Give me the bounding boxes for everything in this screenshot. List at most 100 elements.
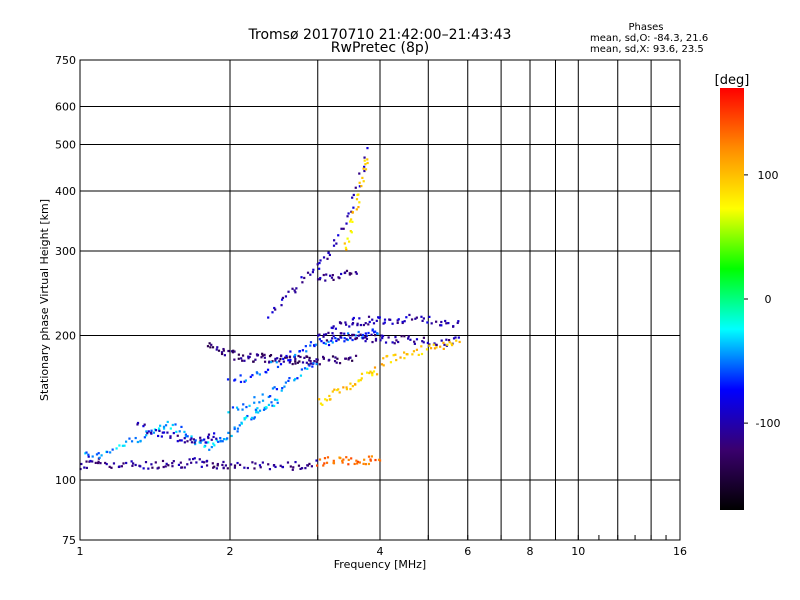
data-point — [358, 461, 361, 464]
data-point — [244, 379, 247, 382]
data-point — [372, 370, 376, 373]
data-point — [411, 353, 414, 356]
data-point — [366, 147, 369, 150]
data-point — [369, 370, 372, 373]
data-point — [298, 360, 301, 363]
data-point — [328, 253, 331, 257]
data-point — [250, 416, 254, 419]
data-point — [413, 340, 416, 343]
data-point — [152, 431, 156, 434]
data-point — [341, 459, 344, 462]
data-point — [222, 347, 225, 351]
data-point — [362, 462, 365, 465]
data-point — [213, 465, 216, 468]
data-point — [162, 425, 166, 428]
data-point — [354, 383, 357, 386]
data-point — [303, 276, 306, 280]
data-point — [232, 349, 235, 352]
data-point — [287, 359, 290, 362]
data-point — [389, 361, 393, 364]
data-point — [332, 461, 335, 465]
data-point — [362, 167, 365, 170]
data-point — [186, 463, 189, 466]
data-point — [344, 246, 348, 249]
data-point — [367, 462, 371, 466]
data-point — [380, 363, 384, 366]
data-point — [183, 437, 186, 440]
data-point — [231, 406, 235, 409]
data-point — [356, 324, 359, 327]
data-point — [264, 370, 267, 374]
data-point — [377, 316, 380, 319]
data-point — [421, 319, 424, 323]
data-point — [231, 351, 235, 354]
data-point — [391, 322, 394, 325]
data-point — [316, 263, 319, 266]
data-point — [384, 341, 388, 344]
data-point — [322, 357, 325, 360]
data-point — [319, 259, 322, 262]
data-point — [138, 464, 141, 467]
data-point — [456, 321, 459, 325]
data-point — [162, 431, 166, 434]
data-point — [261, 354, 264, 357]
data-point — [325, 399, 329, 402]
data-point — [167, 464, 170, 467]
data-point — [360, 372, 364, 375]
data-point — [222, 466, 225, 469]
data-point — [351, 385, 354, 388]
data-point — [358, 317, 361, 320]
data-point — [373, 334, 377, 337]
data-point — [355, 337, 359, 340]
data-point — [174, 423, 177, 426]
phases-x-stats: mean, sd,X: 93.6, 23.5 — [590, 44, 704, 55]
data-point — [371, 374, 374, 377]
data-point — [289, 465, 292, 468]
data-point — [350, 457, 353, 460]
data-point — [195, 461, 198, 464]
data-point — [188, 458, 191, 461]
data-point — [239, 374, 242, 377]
data-point — [337, 234, 340, 237]
data-point — [271, 404, 274, 407]
data-point — [342, 386, 345, 389]
data-point — [172, 431, 175, 435]
data-point — [408, 313, 411, 317]
data-point — [274, 465, 277, 469]
data-point — [332, 459, 335, 462]
data-point — [207, 433, 211, 436]
data-point — [358, 172, 361, 175]
data-point — [123, 444, 126, 447]
data-point — [370, 333, 373, 336]
data-point — [238, 463, 242, 466]
data-point — [253, 467, 256, 470]
data-point — [333, 239, 336, 242]
data-point — [160, 435, 163, 438]
data-point — [415, 338, 419, 341]
data-point — [352, 206, 355, 209]
data-point — [180, 425, 183, 429]
data-point — [374, 330, 377, 333]
data-point — [439, 345, 442, 348]
data-point — [291, 287, 294, 290]
data-point — [362, 180, 365, 183]
data-point — [332, 278, 335, 281]
y-tick-label: 75 — [62, 534, 76, 547]
data-point — [354, 354, 358, 357]
data-point — [136, 440, 139, 444]
data-point — [445, 338, 448, 341]
data-point — [227, 411, 230, 414]
data-point — [258, 409, 262, 412]
data-point — [344, 357, 348, 360]
data-point — [306, 271, 310, 274]
data-point — [351, 211, 354, 214]
data-point — [294, 360, 297, 363]
data-point — [361, 176, 364, 180]
data-point — [428, 343, 431, 346]
data-point — [312, 344, 316, 347]
data-point — [409, 338, 412, 341]
data-point — [319, 402, 323, 405]
data-point — [331, 341, 334, 344]
data-point — [259, 466, 262, 469]
data-point — [327, 343, 331, 347]
